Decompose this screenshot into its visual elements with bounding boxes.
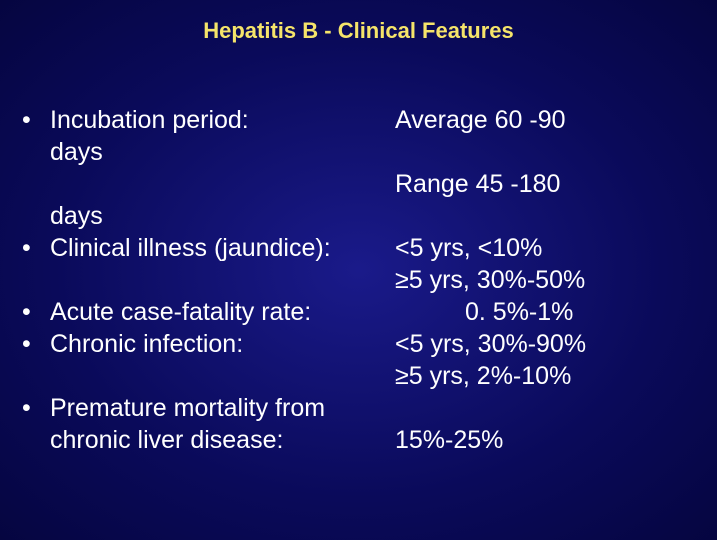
value-chronic-2: ≥5 yrs, 2%-10% bbox=[395, 360, 695, 392]
label-chronic: • Chronic infection: bbox=[20, 328, 395, 360]
bullet-icon: • bbox=[22, 296, 31, 328]
value-acute: 0. 5%-1% bbox=[395, 296, 695, 328]
text-premature-label: Premature mortality from bbox=[50, 394, 325, 422]
label-acute: • Acute case-fatality rate: bbox=[20, 296, 395, 328]
value-range: Range 45 -180 bbox=[395, 168, 695, 200]
bullet-icon: • bbox=[22, 392, 31, 424]
value-clinical-1: <5 yrs, <10% bbox=[395, 232, 695, 264]
row-range-days: days bbox=[20, 200, 697, 232]
slide-title: Hepatitis B - Clinical Features bbox=[20, 18, 697, 44]
text-incubation-label: Incubation period: bbox=[50, 106, 249, 134]
label-range-days: days bbox=[20, 200, 395, 232]
label-premature: • Premature mortality from bbox=[20, 392, 395, 424]
label-premature-2: chronic liver disease: bbox=[20, 424, 395, 456]
bullet-icon: • bbox=[22, 232, 31, 264]
value-chronic-1: <5 yrs, 30%-90% bbox=[395, 328, 695, 360]
row-premature-2: chronic liver disease: 15%-25% bbox=[20, 424, 697, 456]
value-premature: 15%-25% bbox=[395, 424, 695, 456]
text-chronic-label: Chronic infection: bbox=[50, 330, 243, 358]
row-chronic-2: ≥5 yrs, 2%-10% bbox=[20, 360, 697, 392]
label-incubation: • Incubation period: bbox=[20, 104, 395, 136]
text-acute-label: Acute case-fatality rate: bbox=[50, 298, 311, 326]
value-incubation-avg: Average 60 -90 bbox=[395, 104, 695, 136]
value-clinical-2: ≥5 yrs, 30%-50% bbox=[395, 264, 695, 296]
row-range: Range 45 -180 bbox=[20, 168, 697, 200]
row-chronic: • Chronic infection: <5 yrs, 30%-90% bbox=[20, 328, 697, 360]
bullet-icon: • bbox=[22, 104, 31, 136]
label-clinical: • Clinical illness (jaundice): bbox=[20, 232, 395, 264]
text-clinical-label: Clinical illness (jaundice): bbox=[50, 234, 331, 262]
row-acute: • Acute case-fatality rate: 0. 5%-1% bbox=[20, 296, 697, 328]
slide-body: • Incubation period: Average 60 -90 days… bbox=[20, 104, 697, 456]
row-incubation-2: days bbox=[20, 136, 697, 168]
slide: Hepatitis B - Clinical Features • Incuba… bbox=[0, 0, 717, 540]
row-clinical: • Clinical illness (jaundice): <5 yrs, <… bbox=[20, 232, 697, 264]
row-premature: • Premature mortality from bbox=[20, 392, 697, 424]
row-clinical-2: ≥5 yrs, 30%-50% bbox=[20, 264, 697, 296]
label-incubation-days: days bbox=[20, 136, 395, 168]
bullet-icon: • bbox=[22, 328, 31, 360]
row-incubation: • Incubation period: Average 60 -90 bbox=[20, 104, 697, 136]
